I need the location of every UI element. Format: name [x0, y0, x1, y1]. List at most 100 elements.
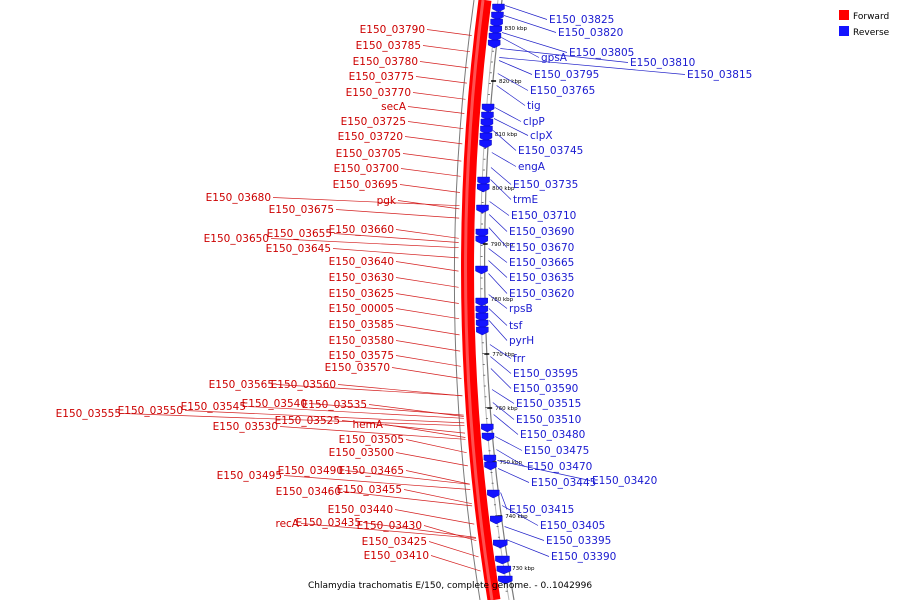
reverse-gene-label: gpsA [541, 52, 568, 64]
forward-gene-label: E150_03675 [269, 204, 334, 216]
reverse-gene-label: trmE [513, 194, 538, 206]
reverse-leader-line [490, 356, 512, 374]
reverse-leader-line [491, 389, 515, 404]
forward-leader-line [395, 324, 460, 336]
tick-label: 780 kbp [491, 297, 514, 303]
reverse-feature-arrow [487, 489, 500, 499]
forward-leader-line [270, 238, 459, 249]
reverse-gene-label: E150_03515 [516, 398, 581, 410]
forward-leader-line [333, 233, 459, 243]
reverse-gene-label: E150_03475 [524, 445, 589, 457]
reverse-feature-arrow [498, 575, 513, 585]
reverse-feature-arrow [475, 265, 488, 275]
reverse-gene-label: frr [513, 353, 526, 365]
legend-label-forward: Forward [853, 12, 889, 22]
forward-leader-line [395, 293, 459, 304]
reverse-leader-line [489, 344, 512, 359]
forward-gene-label: pgk [377, 195, 397, 207]
reverse-gene-label: E150_03405 [540, 520, 605, 532]
reverse-gene-label: E150_03390 [551, 551, 616, 563]
reverse-leader-line [499, 57, 686, 75]
forward-leader-line [422, 45, 470, 53]
forward-leader-line [402, 153, 462, 162]
forward-gene-label: E150_03545 [181, 401, 246, 413]
forward-gene-label: E150_03705 [336, 148, 401, 160]
forward-gene-label: E150_03570 [325, 362, 390, 374]
reverse-leader-line [500, 48, 629, 63]
reverse-gene-label: E150_03745 [518, 145, 583, 157]
forward-leader-line [395, 452, 468, 467]
reverse-leader-line [496, 85, 526, 106]
reverse-leader-line [501, 505, 539, 526]
legend: Forward Reverse [839, 10, 890, 38]
forward-gene-label: E150_03490 [278, 465, 343, 477]
reverse-feature-arrow [489, 25, 502, 35]
forward-gene-label: E150_03660 [329, 224, 394, 236]
forward-leader-line [428, 541, 479, 558]
reverse-feature-arrow [476, 204, 489, 214]
forward-leader-line [395, 308, 460, 320]
tick-label: 810 kbp [495, 132, 518, 138]
forward-leader-line [275, 384, 463, 397]
reverse-leader-line [503, 15, 557, 33]
reverse-leader-line [488, 308, 508, 326]
forward-gene-label: E150_03695 [333, 179, 398, 191]
forward-gene-label: E150_03625 [329, 288, 394, 300]
reverse-gene-label: E150_03810 [630, 57, 695, 69]
reverse-feature-arrow [493, 539, 508, 549]
forward-gene-label: E150_03440 [328, 504, 393, 516]
forward-leader-line [279, 426, 466, 440]
reverse-leader-line [504, 526, 545, 541]
forward-gene-label: E150_03555 [56, 408, 121, 420]
forward-leader-line [335, 209, 460, 219]
reverse-gene-label: E150_03590 [513, 383, 578, 395]
reverse-feature-arrow [475, 235, 488, 245]
reverse-leader-line [488, 320, 508, 341]
reverse-gene-label: E150_03765 [530, 85, 595, 97]
forward-leader-line [300, 523, 477, 539]
forward-gene-label: E150_03700 [334, 163, 399, 175]
forward-leader-line [426, 29, 472, 36]
reverse-leader-line [505, 5, 548, 20]
reverse-leader-line [497, 460, 591, 481]
forward-strand-highlight [464, 0, 494, 600]
reverse-leader-line [488, 248, 508, 263]
forward-gene-label: E150_03495 [217, 470, 282, 482]
reverse-gene-label: E150_03825 [549, 14, 614, 26]
reverse-leader-line [501, 32, 568, 53]
forward-gene-label: E150_03530 [213, 421, 278, 433]
forward-leader-line [394, 509, 475, 525]
reverse-gene-label: E150_03710 [511, 210, 576, 222]
reverse-gene-label: engA [518, 161, 546, 173]
forward-gene-label: E150_03410 [364, 550, 429, 562]
forward-leader-line [341, 420, 466, 434]
reverse-feature-arrow [480, 118, 494, 128]
reverse-leader-line [493, 118, 529, 136]
forward-leader-line [247, 406, 464, 419]
reverse-leader-line [501, 37, 540, 58]
reverse-leader-line [488, 294, 508, 309]
legend-swatch-forward [839, 10, 849, 20]
forward-label-group: E150_03790 E150_03785 E150_03780 E150_03775… [56, 24, 429, 562]
reverse-gene-label: E150_03480 [520, 429, 585, 441]
forward-gene-label: recA [275, 518, 299, 530]
reverse-gene-label: E150_03595 [513, 368, 578, 380]
forward-gene-label: E150_03525 [275, 415, 340, 427]
forward-gene-label: E150_03680 [206, 192, 271, 204]
reverse-feature-arrow [480, 125, 493, 135]
forward-gene-label: E150_03560 [271, 379, 336, 391]
forward-gene-label: E150_03785 [356, 40, 421, 52]
forward-leader-line [337, 384, 463, 397]
forward-leader-group [122, 29, 481, 572]
forward-gene-label: E150_03775 [349, 71, 414, 83]
forward-gene-label: E150_03640 [329, 256, 394, 268]
reverse-leader-line [496, 449, 526, 467]
forward-gene-label: secA [381, 101, 407, 113]
reverse-leader-line [497, 468, 530, 483]
reverse-feature-arrow [484, 461, 497, 471]
reverse-gene-label: E150_03820 [558, 27, 623, 39]
reverse-gene-label: E150_03620 [509, 288, 574, 300]
forward-gene-label: E150_03540 [242, 398, 307, 410]
forward-leader-line [283, 475, 471, 490]
